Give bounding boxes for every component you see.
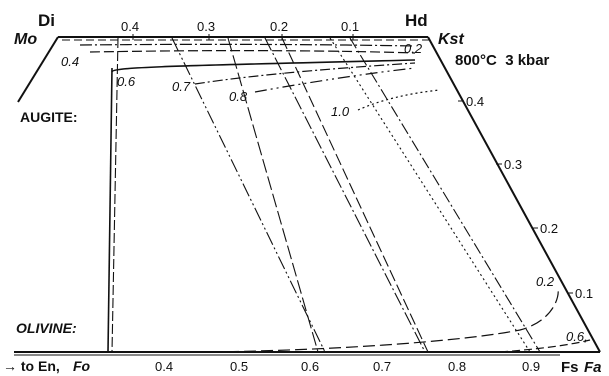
tie-line-6 xyxy=(329,37,531,353)
right-tick-label: 0.2 xyxy=(540,221,558,236)
contour-label-0.2-right: 0.2 xyxy=(536,274,555,289)
bottom-tick-label: 0.5 xyxy=(230,359,248,374)
tie-line-4 xyxy=(264,37,426,353)
contour-label-0.8: 0.8 xyxy=(229,89,248,104)
top-tick-label: 0.4 xyxy=(121,19,139,34)
top-tick-label: 0.1 xyxy=(341,19,359,34)
corner-label-kst: Kst xyxy=(438,31,464,48)
inner-vertical xyxy=(107,67,113,353)
bottom-tick-label: 0.9 xyxy=(522,359,540,374)
contour-0.8 xyxy=(254,67,416,93)
left-edge xyxy=(17,36,59,103)
diagram-frame xyxy=(14,36,601,356)
contour-label-0.7: 0.7 xyxy=(172,79,191,94)
tie-line-5 xyxy=(281,37,429,353)
to-en-label: → to En, xyxy=(3,358,60,374)
corner-label-mo: Mo xyxy=(14,31,37,48)
contour-label-1.0: 1.0 xyxy=(331,104,350,119)
tie-line-1 xyxy=(111,37,119,353)
tie-line-7 xyxy=(349,37,541,353)
tie-line-2 xyxy=(171,37,326,353)
contour-1.0 xyxy=(357,89,441,111)
corner-label-fs: Fs xyxy=(561,359,579,376)
bottom-tick-label: 0.4 xyxy=(155,359,173,374)
contour-0.7 xyxy=(194,62,416,85)
contour-label-0.6: 0.6 xyxy=(117,74,136,89)
bottom-tick-label: 0.6 xyxy=(301,359,319,374)
contour-label-0.4: 0.4 xyxy=(61,54,79,69)
right-tick-marks xyxy=(458,100,573,294)
tie-line-3 xyxy=(227,37,319,353)
olivine-contour-0.2 xyxy=(209,287,559,353)
bottom-tick-label: 0.7 xyxy=(373,359,391,374)
conditions-label: 800°C 3 kbar xyxy=(455,52,550,69)
right-tick-label: 0.1 xyxy=(575,286,593,301)
corner-label-fa: Fa xyxy=(584,359,602,376)
contour-0.4 xyxy=(89,50,416,54)
tie-lines xyxy=(111,37,541,353)
contour-0.2-top xyxy=(79,43,416,47)
top-tick-label: 0.2 xyxy=(270,19,288,34)
contour-label-0.6-right: 0.6, xyxy=(566,329,588,344)
right-edge xyxy=(427,36,601,353)
olivine-contours xyxy=(209,287,591,353)
fo-label: Fo xyxy=(73,358,91,374)
contour-label-0.2-top: 0.2 xyxy=(404,41,423,56)
augite-contours xyxy=(79,43,441,111)
corner-label-hd: Hd xyxy=(405,11,428,30)
olivine-label: OLIVINE: xyxy=(16,320,77,336)
contour-0.6 xyxy=(111,59,416,73)
augite-label: AUGITE: xyxy=(20,109,78,125)
top-tick-marks xyxy=(132,34,354,40)
right-tick-label: 0.3 xyxy=(504,157,522,172)
bottom-tick-label: 0.8 xyxy=(448,359,466,374)
top-tick-label: 0.3 xyxy=(197,19,215,34)
olivine-contour-0.6 xyxy=(499,339,591,353)
corner-label-di: Di xyxy=(38,11,55,30)
right-tick-label: 0.4 xyxy=(466,94,484,109)
